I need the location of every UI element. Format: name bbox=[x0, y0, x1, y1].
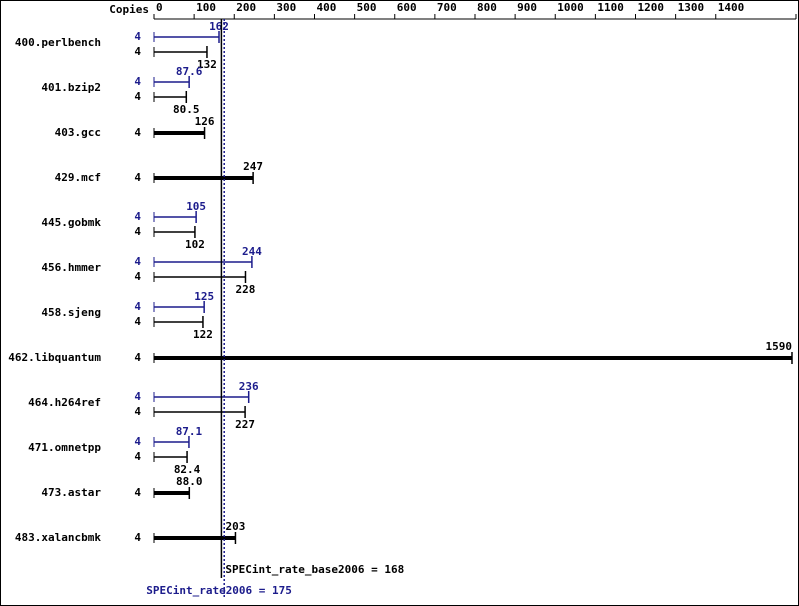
x-tick-label: 500 bbox=[357, 1, 377, 14]
value-label: 102 bbox=[185, 238, 205, 251]
category-label: 464.h264ref bbox=[28, 396, 101, 409]
x-tick-label: 1300 bbox=[678, 1, 705, 14]
category-label: 401.bzip2 bbox=[41, 81, 101, 94]
value-label: 203 bbox=[226, 520, 246, 533]
reference-label: SPECint_rate_base2006 = 168 bbox=[225, 563, 404, 576]
x-tick-label: 1100 bbox=[597, 1, 624, 14]
x-tick-label: 0 bbox=[156, 1, 163, 14]
copies-label: 4 bbox=[134, 210, 141, 223]
copies-label: 4 bbox=[134, 45, 141, 58]
reference-label: SPECint_rate2006 = 175 bbox=[146, 584, 292, 597]
value-label: 126 bbox=[195, 115, 215, 128]
copies-label: 4 bbox=[134, 405, 141, 418]
x-tick-label: 400 bbox=[317, 1, 337, 14]
x-tick-label: 900 bbox=[517, 1, 537, 14]
x-tick-label: 1000 bbox=[557, 1, 584, 14]
value-label: 1590 bbox=[765, 340, 792, 353]
copies-label: 4 bbox=[134, 486, 141, 499]
category-label: 403.gcc bbox=[55, 126, 101, 139]
copies-label: 4 bbox=[134, 255, 141, 268]
value-label: 105 bbox=[186, 200, 206, 213]
copies-label: 4 bbox=[134, 351, 141, 364]
value-label: 87.6 bbox=[176, 65, 203, 78]
copies-label: 4 bbox=[134, 30, 141, 43]
category-label: 456.hmmer bbox=[41, 261, 101, 274]
copies-label: 4 bbox=[134, 90, 141, 103]
value-label: 87.1 bbox=[176, 425, 203, 438]
category-label: 400.perlbench bbox=[15, 36, 101, 49]
category-label: 429.mcf bbox=[55, 171, 101, 184]
copies-label: 4 bbox=[134, 435, 141, 448]
x-tick-label: 700 bbox=[437, 1, 457, 14]
copies-header: Copies bbox=[109, 3, 149, 16]
category-label: 473.astar bbox=[41, 486, 101, 499]
category-label: 471.omnetpp bbox=[28, 441, 101, 454]
x-tick-label: 600 bbox=[397, 1, 417, 14]
x-tick-label: 100 bbox=[196, 1, 216, 14]
copies-label: 4 bbox=[134, 300, 141, 313]
copies-label: 4 bbox=[134, 225, 141, 238]
copies-label: 4 bbox=[134, 270, 141, 283]
value-label: 162 bbox=[209, 20, 229, 33]
value-label: 227 bbox=[235, 418, 255, 431]
value-label: 244 bbox=[242, 245, 262, 258]
x-tick-label: 1400 bbox=[718, 1, 745, 14]
category-label: 445.gobmk bbox=[41, 216, 101, 229]
value-label: 247 bbox=[243, 160, 263, 173]
copies-label: 4 bbox=[134, 450, 141, 463]
category-label: 458.sjeng bbox=[41, 306, 101, 319]
value-label: 236 bbox=[239, 380, 259, 393]
value-label: 125 bbox=[194, 290, 214, 303]
value-label: 122 bbox=[193, 328, 213, 341]
x-tick-label: 1200 bbox=[638, 1, 665, 14]
category-label: 483.xalancbmk bbox=[15, 531, 101, 544]
copies-label: 4 bbox=[134, 390, 141, 403]
category-label: 462.libquantum bbox=[8, 351, 101, 364]
copies-label: 4 bbox=[134, 171, 141, 184]
copies-label: 4 bbox=[134, 126, 141, 139]
x-tick-label: 300 bbox=[276, 1, 296, 14]
copies-label: 4 bbox=[134, 531, 141, 544]
value-label: 132 bbox=[197, 58, 217, 71]
value-label: 88.0 bbox=[176, 475, 203, 488]
x-tick-label: 800 bbox=[477, 1, 497, 14]
copies-label: 4 bbox=[134, 315, 141, 328]
value-label: 82.4 bbox=[174, 463, 201, 476]
value-label: 80.5 bbox=[173, 103, 200, 116]
value-label: 228 bbox=[236, 283, 256, 296]
copies-label: 4 bbox=[134, 75, 141, 88]
x-tick-label: 200 bbox=[236, 1, 256, 14]
